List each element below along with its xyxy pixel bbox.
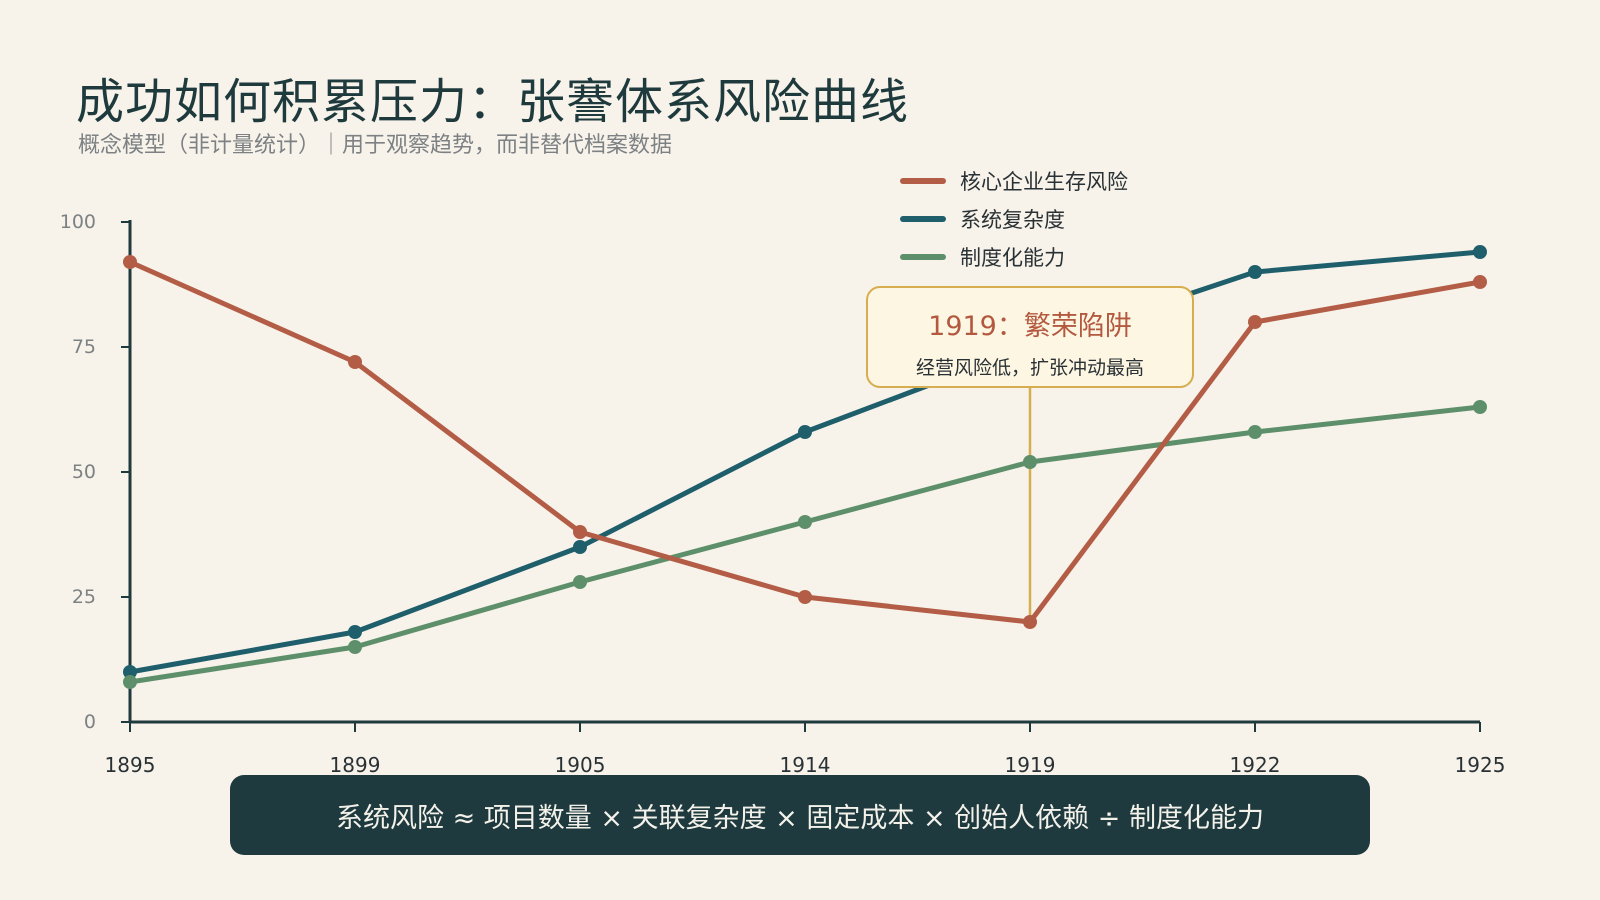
chart-subtitle: 概念模型（非计量统计）｜用于观察趋势，而非替代档案数据: [78, 133, 673, 158]
formula-banner: 系统风险 ≈ 项目数量 × 关联复杂度 × 固定成本 × 创始人依赖 ÷ 制度化…: [230, 775, 1370, 855]
data-point-system-complexity: [348, 625, 362, 639]
legend-swatch-system-complexity: [900, 216, 946, 222]
series-layer: [123, 245, 1487, 689]
data-point-system-complexity: [1473, 245, 1487, 259]
series-line-institutional-capacity: [127, 404, 1483, 685]
data-point-survival-risk: [1473, 275, 1487, 289]
y-tick-label: 50: [72, 461, 96, 483]
data-point-institutional-capacity: [1023, 455, 1037, 469]
data-point-survival-risk: [798, 590, 812, 604]
data-point-institutional-capacity: [348, 640, 362, 654]
data-point-system-complexity: [798, 425, 812, 439]
legend-item-institutional-capacity: 制度化能力: [900, 238, 1128, 276]
legend-item-survival-risk: 核心企业生存风险: [900, 162, 1128, 200]
data-point-survival-risk: [123, 255, 137, 269]
data-point-survival-risk: [348, 355, 362, 369]
data-point-survival-risk: [573, 525, 587, 539]
chart-title: 成功如何积累压力：张謇体系风险曲线: [76, 74, 910, 130]
chart-legend: 核心企业生存风险 系统复杂度 制度化能力: [900, 162, 1128, 276]
legend-label-survival-risk: 核心企业生存风险: [960, 170, 1128, 194]
legend-swatch-survival-risk: [900, 178, 946, 184]
y-tick-label: 75: [72, 336, 96, 358]
formula-text: 系统风险 ≈ 项目数量 × 关联复杂度 × 固定成本 × 创始人依赖 ÷ 制度化…: [336, 802, 1264, 834]
series-line-system-complexity: [127, 249, 1483, 675]
x-tick-label: 1905: [555, 753, 606, 777]
annotation-callout: 1919：繁荣陷阱 经营风险低，扩张冲动最高: [866, 286, 1194, 388]
x-tick-label: 1914: [780, 753, 831, 777]
y-tick-label: 25: [72, 586, 96, 608]
legend-swatch-institutional-capacity: [900, 254, 946, 260]
series-line-survival-risk: [127, 259, 1483, 625]
data-point-survival-risk: [1023, 615, 1037, 629]
chart-axes: 0 25 50 75 100 1895 1899 1905 1914 1919 1922 1925: [60, 211, 1506, 777]
y-tick-label: 0: [84, 711, 96, 733]
y-tick-label: 100: [60, 211, 96, 233]
x-tick-label: 1925: [1455, 753, 1506, 777]
x-tick-label: 1899: [330, 753, 381, 777]
x-tick-label: 1919: [1005, 753, 1056, 777]
data-point-system-complexity: [1248, 265, 1262, 279]
data-point-survival-risk: [1248, 315, 1262, 329]
data-point-institutional-capacity: [798, 515, 812, 529]
data-point-system-complexity: [123, 665, 137, 679]
data-point-institutional-capacity: [1473, 400, 1487, 414]
annotation-title: 1919：繁荣陷阱: [928, 311, 1132, 342]
x-tick-label: 1895: [105, 753, 156, 777]
data-point-institutional-capacity: [573, 575, 587, 589]
x-tick-label: 1922: [1230, 753, 1281, 777]
data-point-institutional-capacity: [123, 675, 137, 689]
data-point-system-complexity: [573, 540, 587, 554]
legend-item-system-complexity: 系统复杂度: [900, 200, 1128, 238]
legend-label-institutional-capacity: 制度化能力: [960, 246, 1065, 270]
annotation-text: 经营风险低，扩张冲动最高: [915, 357, 1144, 379]
data-point-institutional-capacity: [1248, 425, 1262, 439]
legend-label-system-complexity: 系统复杂度: [960, 208, 1065, 232]
